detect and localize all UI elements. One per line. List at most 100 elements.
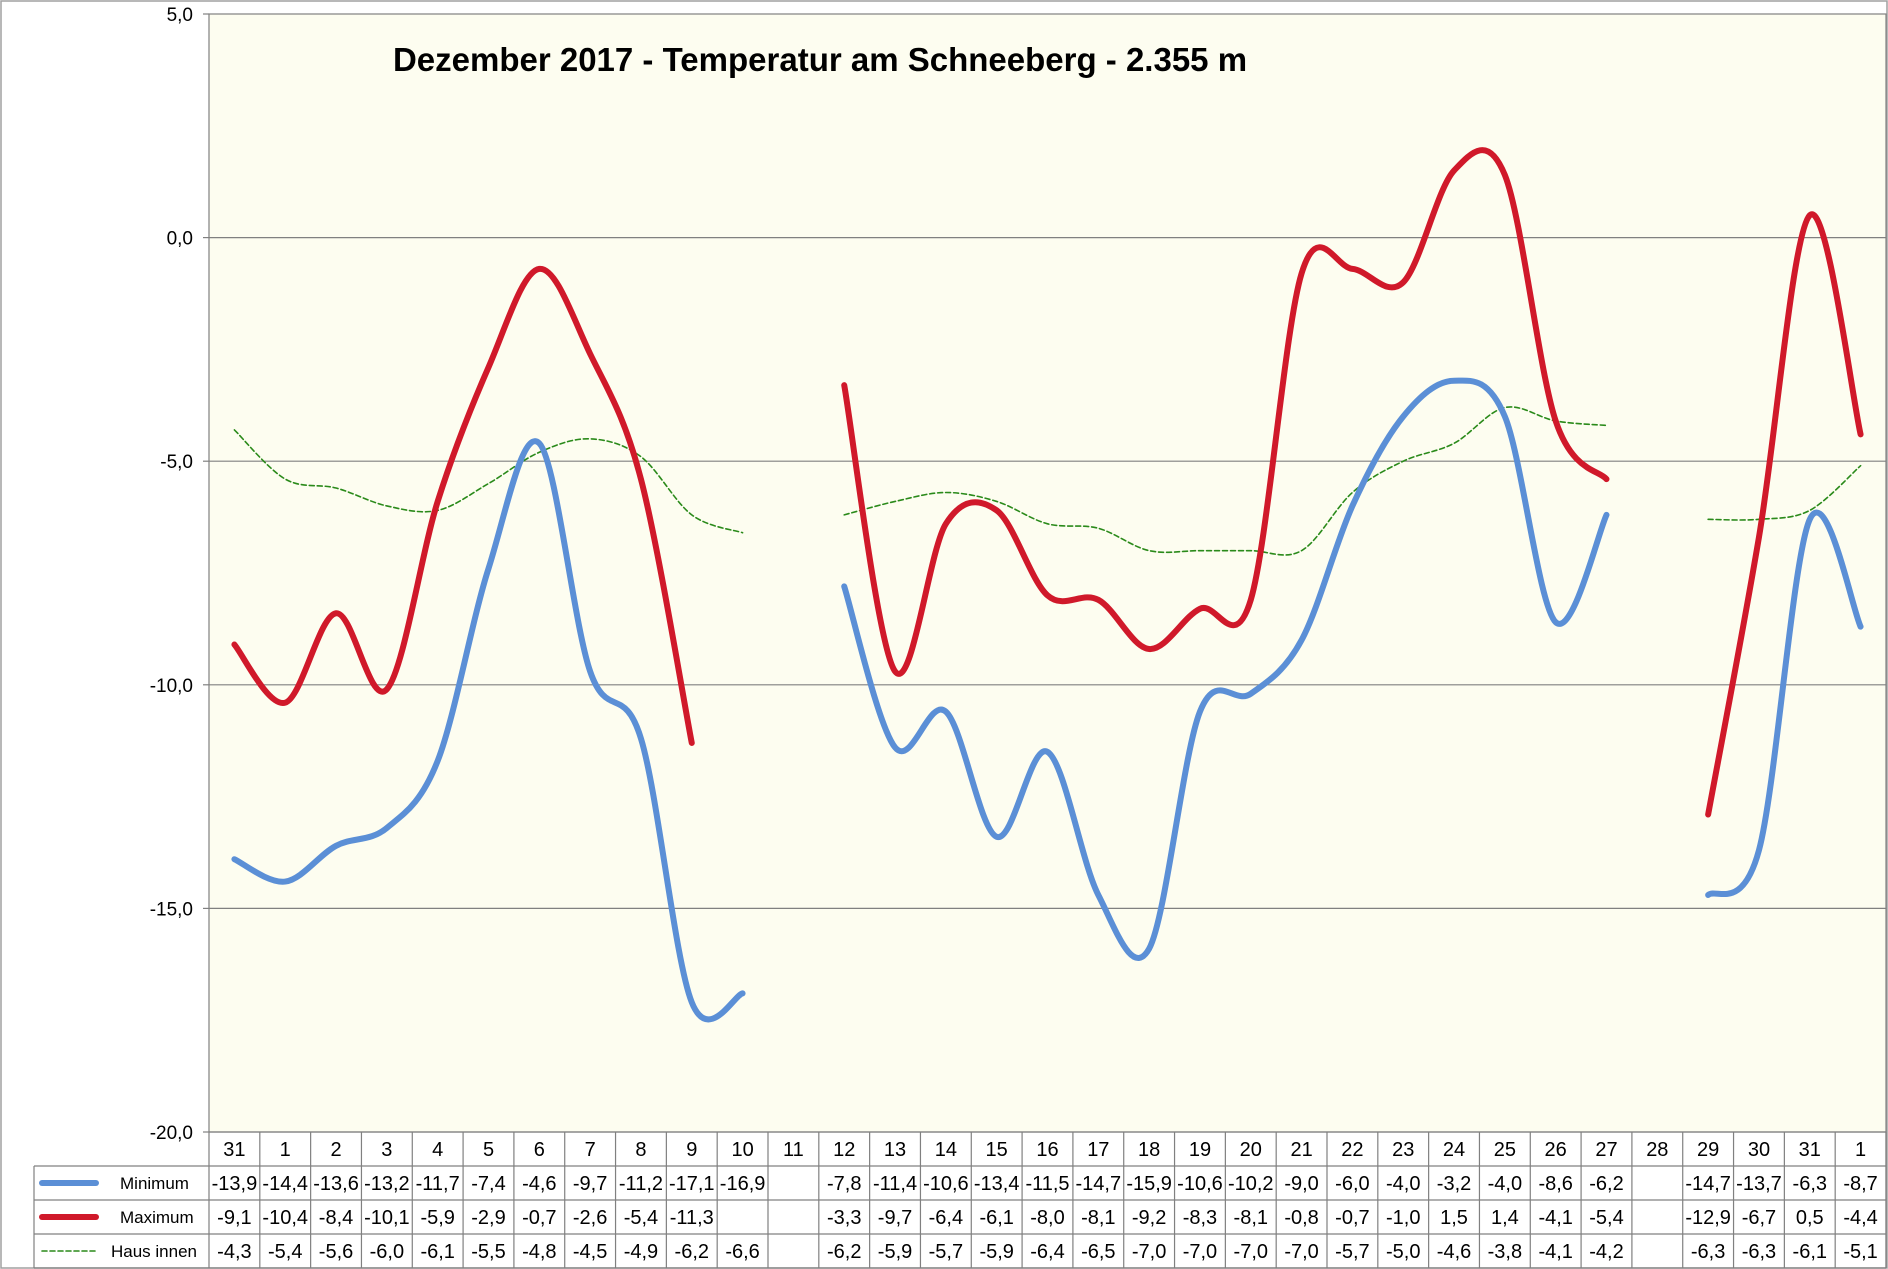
table-cell-minimum: -10,6 (1177, 1173, 1223, 1195)
x-category-label: 30 (1748, 1139, 1770, 1161)
table-cell-minimum: -15,9 (1126, 1173, 1172, 1195)
table-cell-haus-innen: -6,6 (725, 1241, 759, 1263)
x-category-label: 17 (1087, 1139, 1109, 1161)
series-line-haus-innen (1707, 464, 1862, 521)
table-cell-minimum: -11,7 (416, 1173, 460, 1195)
table-cell-haus-innen: -6,4 (1030, 1241, 1064, 1263)
series-lines (231, 147, 1864, 1023)
table-cell-minimum: -4,0 (1386, 1173, 1420, 1195)
data-table: 31 1 2 3 4 5 6 7 8 9 10 11 12 13 14 15 16 17 18 19 20 21 22 23 2… (33, 1131, 1887, 1269)
table-cell-haus-innen: -7,0 (1132, 1241, 1166, 1263)
ytick-label: -20,0 (150, 1123, 193, 1144)
x-category-label: 22 (1341, 1139, 1363, 1161)
table-cell-haus-innen: -6,0 (370, 1241, 404, 1263)
table-cell-maximum: -8,1 (1081, 1207, 1115, 1229)
table-cell-haus-innen: -7,0 (1234, 1241, 1268, 1263)
table-cell-haus-innen: -5,9 (878, 1241, 912, 1263)
table-cell-minimum: -16,9 (720, 1173, 766, 1195)
x-category-label: 1 (1855, 1139, 1866, 1161)
table-cell-haus-innen: -6,3 (1691, 1241, 1725, 1263)
x-category-label: 19 (1189, 1139, 1211, 1161)
table-cell-haus-innen: -4,2 (1589, 1241, 1623, 1263)
table-cell-haus-innen: -4,8 (522, 1241, 556, 1263)
table-cell-minimum: -4,0 (1488, 1173, 1522, 1195)
table-cell-maximum: 0,5 (1796, 1207, 1824, 1229)
table-cell-maximum: -6,7 (1742, 1207, 1776, 1229)
table-cell-haus-innen: -6,2 (827, 1241, 861, 1263)
table-cell-maximum: -5,4 (1589, 1207, 1623, 1229)
table-cell-maximum: -5,4 (624, 1207, 658, 1229)
x-category-label: 12 (833, 1139, 855, 1161)
table-cell-maximum: -2,9 (471, 1207, 505, 1229)
table-cell-minimum: -14,7 (1076, 1173, 1122, 1195)
ytick-label: -10,0 (150, 676, 193, 697)
table-cell-maximum: -11,3 (670, 1207, 714, 1229)
table-cell-minimum: -11,5 (1025, 1173, 1069, 1195)
table-cell-minimum: -11,2 (619, 1173, 663, 1195)
table-cell-minimum: -8,7 (1843, 1173, 1877, 1195)
table-cell-minimum: -11,4 (873, 1173, 917, 1195)
table-cell-haus-innen: -3,8 (1488, 1241, 1522, 1263)
x-category-label: 31 (223, 1139, 245, 1161)
legend-label-haus-innen: Haus innen (111, 1242, 197, 1261)
series-line-minimum (231, 438, 746, 1023)
table-cell-minimum: -3,2 (1437, 1173, 1471, 1195)
table-cell-minimum: -9,7 (573, 1173, 607, 1195)
table-cell-minimum: -10,2 (1228, 1173, 1274, 1195)
table-cell-minimum: -10,6 (923, 1173, 969, 1195)
x-category-label: 31 (1799, 1139, 1821, 1161)
table-cell-haus-innen: -4,6 (1437, 1241, 1471, 1263)
x-category-label: 8 (635, 1139, 646, 1161)
table-cell-maximum: -6,4 (929, 1207, 963, 1229)
series-line-maximum (1705, 211, 1864, 818)
table-cell-minimum: -14,4 (262, 1173, 308, 1195)
table-cell-maximum: -10,1 (364, 1207, 410, 1229)
table-cell-minimum: -13,6 (313, 1173, 359, 1195)
grid-lines (209, 237, 1886, 910)
table-cell-maximum: -3,3 (827, 1207, 861, 1229)
table-cell-haus-innen: -7,0 (1183, 1241, 1217, 1263)
x-category-label: 14 (935, 1139, 957, 1161)
x-category-label: 1 (280, 1139, 291, 1161)
table-cell-minimum: -6,3 (1793, 1173, 1827, 1195)
table-cell-maximum: -0,7 (1335, 1207, 1369, 1229)
x-category-label: 16 (1036, 1139, 1058, 1161)
table-cell-haus-innen: -5,7 (929, 1241, 963, 1263)
table-cell-maximum: -12,9 (1685, 1207, 1731, 1229)
x-category-label: 21 (1290, 1139, 1312, 1161)
table-cell-haus-innen: -4,5 (573, 1241, 607, 1263)
x-category-label: 15 (986, 1139, 1008, 1161)
table-cell-minimum: -14,7 (1685, 1173, 1731, 1195)
x-category-label: 18 (1138, 1139, 1160, 1161)
table-cell-maximum: -0,8 (1284, 1207, 1318, 1229)
table-cell-minimum: -13,9 (212, 1173, 258, 1195)
series-line-haus-innen (843, 406, 1608, 556)
ytick-label: 0,0 (167, 229, 193, 250)
x-category-label: 25 (1494, 1139, 1516, 1161)
table-cell-minimum: -6,0 (1335, 1173, 1369, 1195)
table-cell-maximum: -1,0 (1386, 1207, 1420, 1229)
table-cell-haus-innen: -5,4 (268, 1241, 302, 1263)
series-line-minimum (841, 377, 1610, 961)
table-cell-haus-innen: -6,5 (1081, 1241, 1115, 1263)
x-category-label: 11 (783, 1139, 804, 1161)
table-cell-minimum: -6,2 (1589, 1173, 1623, 1195)
x-category-label: 29 (1697, 1139, 1719, 1161)
table-cell-maximum: -4,1 (1538, 1207, 1572, 1229)
table-cell-minimum: -13,4 (974, 1173, 1020, 1195)
table-cell-maximum: -2,6 (573, 1207, 607, 1229)
ytick-label: -5,0 (160, 452, 193, 473)
series-line-minimum (1705, 509, 1864, 898)
x-category-label: 9 (686, 1139, 697, 1161)
x-category-label: 23 (1392, 1139, 1414, 1161)
x-category-label: 20 (1240, 1139, 1262, 1161)
table-cell-haus-innen: -6,1 (1793, 1241, 1827, 1263)
table-cell-haus-innen: -4,9 (624, 1241, 658, 1263)
x-category-label: 2 (330, 1139, 341, 1161)
table-cell-haus-innen: -7,0 (1284, 1241, 1318, 1263)
table-cell-haus-innen: -5,0 (1386, 1241, 1420, 1263)
table-cell-maximum: -8,3 (1183, 1207, 1217, 1229)
x-category-label: 5 (483, 1139, 494, 1161)
table-cell-maximum: -9,2 (1132, 1207, 1166, 1229)
